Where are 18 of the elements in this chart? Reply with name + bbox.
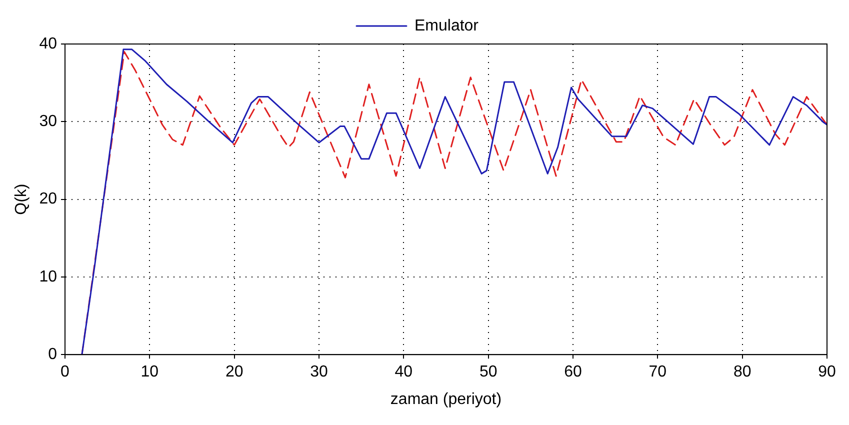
x-tick-label: 80 — [733, 364, 752, 381]
x-tick-label: 10 — [140, 364, 159, 381]
x-tick-label: 50 — [479, 364, 498, 381]
y-tick-label: 10 — [39, 268, 58, 286]
x-axis-title: zaman (periyot) — [390, 390, 502, 408]
x-tick-label: 0 — [60, 364, 70, 381]
y-axis-title: Q(k) — [13, 184, 30, 215]
y-tick-label: 20 — [39, 190, 58, 208]
x-tick-label: 60 — [564, 364, 582, 381]
x-tick-label: 90 — [818, 364, 836, 381]
x-tick-label: 40 — [394, 364, 413, 381]
y-tick-label: 40 — [39, 35, 58, 52]
y-tick-label: 30 — [39, 113, 58, 130]
x-tick-label: 70 — [648, 364, 667, 381]
x-tick-label: 30 — [310, 364, 328, 381]
legend-label: Emulator — [414, 17, 480, 34]
y-tick-label: 0 — [48, 346, 58, 364]
x-tick-label: 20 — [225, 364, 244, 381]
